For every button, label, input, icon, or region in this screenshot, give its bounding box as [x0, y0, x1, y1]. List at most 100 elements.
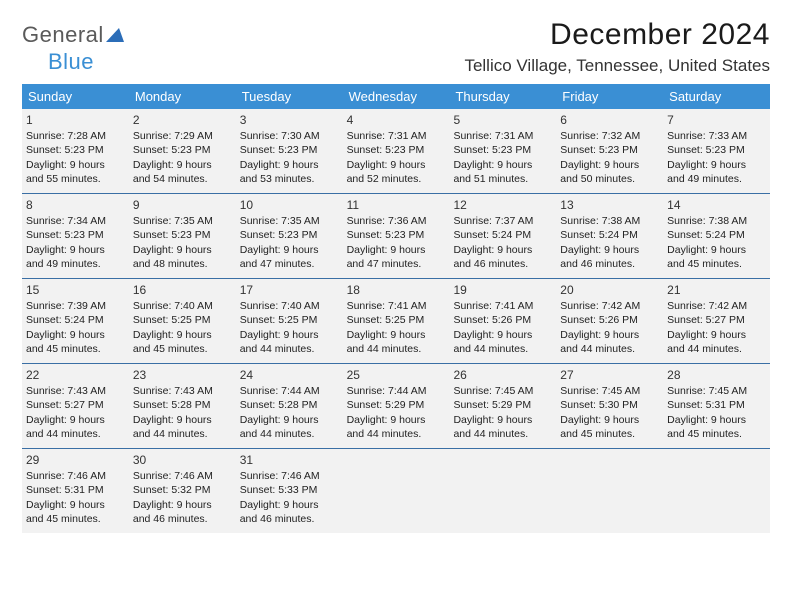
- daylight-line: Daylight: 9 hours and 54 minutes.: [133, 158, 232, 186]
- sunset-line: Sunset: 5:33 PM: [240, 483, 339, 497]
- day-number: 20: [560, 282, 659, 298]
- sunset-line: Sunset: 5:23 PM: [347, 143, 446, 157]
- sunset-line: Sunset: 5:23 PM: [133, 143, 232, 157]
- sunrise-line: Sunrise: 7:31 AM: [347, 129, 446, 143]
- day-cell: 21Sunrise: 7:42 AMSunset: 5:27 PMDayligh…: [663, 279, 770, 363]
- logo-triangle-icon: [106, 28, 124, 47]
- day-number: 23: [133, 367, 232, 383]
- empty-cell: [449, 449, 556, 533]
- sunset-line: Sunset: 5:23 PM: [667, 143, 766, 157]
- sunset-line: Sunset: 5:24 PM: [26, 313, 125, 327]
- logo-text: General Blue: [22, 22, 124, 75]
- daylight-line: Daylight: 9 hours and 50 minutes.: [560, 158, 659, 186]
- day-cell: 2Sunrise: 7:29 AMSunset: 5:23 PMDaylight…: [129, 109, 236, 193]
- day-cell: 3Sunrise: 7:30 AMSunset: 5:23 PMDaylight…: [236, 109, 343, 193]
- sunrise-line: Sunrise: 7:44 AM: [347, 384, 446, 398]
- sunset-line: Sunset: 5:27 PM: [667, 313, 766, 327]
- sunset-line: Sunset: 5:24 PM: [560, 228, 659, 242]
- weekday-header: Sunday: [22, 84, 129, 109]
- sunset-line: Sunset: 5:23 PM: [26, 228, 125, 242]
- sunset-line: Sunset: 5:31 PM: [667, 398, 766, 412]
- logo: General Blue: [22, 18, 124, 75]
- daylight-line: Daylight: 9 hours and 51 minutes.: [453, 158, 552, 186]
- daylight-line: Daylight: 9 hours and 48 minutes.: [133, 243, 232, 271]
- daylight-line: Daylight: 9 hours and 45 minutes.: [26, 328, 125, 356]
- sunrise-line: Sunrise: 7:45 AM: [667, 384, 766, 398]
- weekday-header: Monday: [129, 84, 236, 109]
- day-number: 10: [240, 197, 339, 213]
- day-cell: 28Sunrise: 7:45 AMSunset: 5:31 PMDayligh…: [663, 364, 770, 448]
- day-cell: 20Sunrise: 7:42 AMSunset: 5:26 PMDayligh…: [556, 279, 663, 363]
- sunset-line: Sunset: 5:29 PM: [347, 398, 446, 412]
- empty-cell: [343, 449, 450, 533]
- sunset-line: Sunset: 5:23 PM: [26, 143, 125, 157]
- day-cell: 27Sunrise: 7:45 AMSunset: 5:30 PMDayligh…: [556, 364, 663, 448]
- week-row: 22Sunrise: 7:43 AMSunset: 5:27 PMDayligh…: [22, 363, 770, 448]
- sunset-line: Sunset: 5:25 PM: [347, 313, 446, 327]
- day-number: 22: [26, 367, 125, 383]
- day-cell: 14Sunrise: 7:38 AMSunset: 5:24 PMDayligh…: [663, 194, 770, 278]
- day-number: 11: [347, 197, 446, 213]
- sunrise-line: Sunrise: 7:28 AM: [26, 129, 125, 143]
- day-number: 8: [26, 197, 125, 213]
- daylight-line: Daylight: 9 hours and 44 minutes.: [133, 413, 232, 441]
- day-cell: 13Sunrise: 7:38 AMSunset: 5:24 PMDayligh…: [556, 194, 663, 278]
- daylight-line: Daylight: 9 hours and 46 minutes.: [240, 498, 339, 526]
- logo-part2: Blue: [48, 49, 94, 74]
- day-number: 12: [453, 197, 552, 213]
- day-cell: 16Sunrise: 7:40 AMSunset: 5:25 PMDayligh…: [129, 279, 236, 363]
- daylight-line: Daylight: 9 hours and 49 minutes.: [26, 243, 125, 271]
- empty-cell: [556, 449, 663, 533]
- day-cell: 25Sunrise: 7:44 AMSunset: 5:29 PMDayligh…: [343, 364, 450, 448]
- daylight-line: Daylight: 9 hours and 45 minutes.: [560, 413, 659, 441]
- sunrise-line: Sunrise: 7:38 AM: [560, 214, 659, 228]
- sunrise-line: Sunrise: 7:38 AM: [667, 214, 766, 228]
- day-cell: 17Sunrise: 7:40 AMSunset: 5:25 PMDayligh…: [236, 279, 343, 363]
- daylight-line: Daylight: 9 hours and 44 minutes.: [560, 328, 659, 356]
- weeks-container: 1Sunrise: 7:28 AMSunset: 5:23 PMDaylight…: [22, 109, 770, 533]
- sunset-line: Sunset: 5:25 PM: [240, 313, 339, 327]
- day-number: 24: [240, 367, 339, 383]
- day-number: 14: [667, 197, 766, 213]
- sunset-line: Sunset: 5:23 PM: [347, 228, 446, 242]
- sunrise-line: Sunrise: 7:43 AM: [26, 384, 125, 398]
- day-cell: 23Sunrise: 7:43 AMSunset: 5:28 PMDayligh…: [129, 364, 236, 448]
- sunrise-line: Sunrise: 7:34 AM: [26, 214, 125, 228]
- day-cell: 4Sunrise: 7:31 AMSunset: 5:23 PMDaylight…: [343, 109, 450, 193]
- daylight-line: Daylight: 9 hours and 44 minutes.: [453, 413, 552, 441]
- daylight-line: Daylight: 9 hours and 44 minutes.: [26, 413, 125, 441]
- day-cell: 12Sunrise: 7:37 AMSunset: 5:24 PMDayligh…: [449, 194, 556, 278]
- sunset-line: Sunset: 5:23 PM: [240, 228, 339, 242]
- day-cell: 22Sunrise: 7:43 AMSunset: 5:27 PMDayligh…: [22, 364, 129, 448]
- day-cell: 5Sunrise: 7:31 AMSunset: 5:23 PMDaylight…: [449, 109, 556, 193]
- day-number: 3: [240, 112, 339, 128]
- day-number: 17: [240, 282, 339, 298]
- sunset-line: Sunset: 5:27 PM: [26, 398, 125, 412]
- day-cell: 10Sunrise: 7:35 AMSunset: 5:23 PMDayligh…: [236, 194, 343, 278]
- sunrise-line: Sunrise: 7:43 AM: [133, 384, 232, 398]
- day-number: 21: [667, 282, 766, 298]
- daylight-line: Daylight: 9 hours and 44 minutes.: [667, 328, 766, 356]
- day-cell: 24Sunrise: 7:44 AMSunset: 5:28 PMDayligh…: [236, 364, 343, 448]
- day-cell: 9Sunrise: 7:35 AMSunset: 5:23 PMDaylight…: [129, 194, 236, 278]
- sunrise-line: Sunrise: 7:29 AM: [133, 129, 232, 143]
- sunrise-line: Sunrise: 7:40 AM: [133, 299, 232, 313]
- daylight-line: Daylight: 9 hours and 45 minutes.: [667, 413, 766, 441]
- sunrise-line: Sunrise: 7:46 AM: [133, 469, 232, 483]
- daylight-line: Daylight: 9 hours and 44 minutes.: [240, 413, 339, 441]
- day-number: 2: [133, 112, 232, 128]
- sunrise-line: Sunrise: 7:46 AM: [240, 469, 339, 483]
- daylight-line: Daylight: 9 hours and 55 minutes.: [26, 158, 125, 186]
- day-number: 25: [347, 367, 446, 383]
- day-cell: 26Sunrise: 7:45 AMSunset: 5:29 PMDayligh…: [449, 364, 556, 448]
- weekday-header-row: Sunday Monday Tuesday Wednesday Thursday…: [22, 84, 770, 109]
- sunset-line: Sunset: 5:24 PM: [667, 228, 766, 242]
- sunrise-line: Sunrise: 7:30 AM: [240, 129, 339, 143]
- day-cell: 7Sunrise: 7:33 AMSunset: 5:23 PMDaylight…: [663, 109, 770, 193]
- daylight-line: Daylight: 9 hours and 44 minutes.: [240, 328, 339, 356]
- daylight-line: Daylight: 9 hours and 44 minutes.: [347, 413, 446, 441]
- day-number: 30: [133, 452, 232, 468]
- logo-part1: General: [22, 22, 104, 47]
- sunrise-line: Sunrise: 7:45 AM: [453, 384, 552, 398]
- sunset-line: Sunset: 5:30 PM: [560, 398, 659, 412]
